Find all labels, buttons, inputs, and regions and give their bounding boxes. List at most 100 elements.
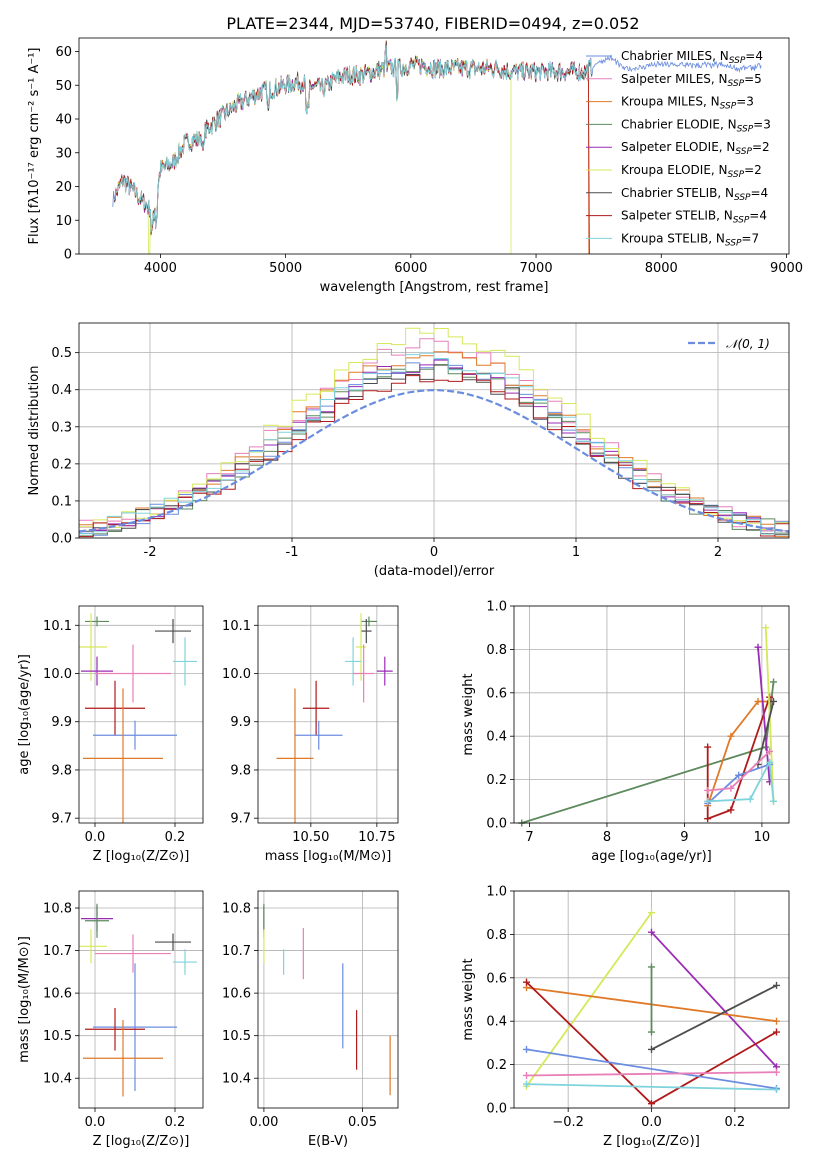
weight-marker [735,771,743,779]
x-tick-label: 9000 [770,261,803,276]
errorbar-kroupa-miles [83,688,163,823]
y-tick-label: 0.1 [51,494,72,509]
weight-line-chabrier-elodie [521,681,775,824]
legend-entry: Kroupa ELODIE, NSSP=2 [621,163,762,180]
x-axis-label: mass [log₁₀(M/M⊙)] [265,849,392,864]
weight-marker [523,978,530,986]
y-tick-label: 0.8 [486,643,507,658]
y-tick-label: 10.5 [43,1029,72,1044]
age-vs-mass-panel: 10.50 10.75 9.7 9.8 9.9 10.0 10.1 mass [log₁₀(M… [222,605,399,864]
weight-marker [704,815,712,823]
x-tick-label: 6000 [394,261,427,276]
y-tick-label: 10.4 [43,1072,72,1087]
x-tick-label: 4000 [144,261,177,276]
y-tick-label: 10.0 [222,667,251,682]
weight-line-salpeter-stelib [706,696,771,820]
weight-marker [773,1028,780,1036]
mass-weight-vs-Z-marks [523,909,780,1108]
figure-title: PLATE=2344, MJD=53740, FIBERID=0494, z=0… [226,14,639,33]
errorbar-chabrier-stelib [361,619,372,644]
axes-frame [257,890,399,1109]
histogram-kroupa-stelib [79,352,789,538]
x-tick-label: 0.05 [348,1115,377,1130]
x-tick-label: 7 [525,830,533,845]
y-tick-label: 0.0 [51,532,72,547]
weight-marker [770,697,778,705]
weight-marker [523,1045,530,1053]
spectrum-marks [112,40,762,254]
x-tick-label: 0.0 [85,1115,106,1130]
y-tick-label: 0.8 [486,928,507,943]
x-tick-label: 2 [714,545,722,560]
axes-frame [513,890,790,1109]
x-tick-label: 10.50 [292,830,329,845]
y-tick-label: 50 [55,79,72,94]
y-tick-label: 9.9 [230,715,251,730]
weight-marker [704,797,712,805]
x-axis-label: Z [log₁₀(Z/Z⊙)] [93,849,190,864]
x-tick-label: 1 [572,545,580,560]
y-tick-label: 0.2 [51,457,72,472]
spectrum-panel: 4000 5000 6000 7000 8000 9000 0 10 20 30 40 50 60 wav… [27,37,803,295]
y-tick-label: 10.8 [43,902,72,917]
y-tick-label: 0.2 [486,1058,507,1073]
y-tick-label: 0.6 [486,971,507,986]
errorbar-chabrier-miles [93,963,177,1091]
y-tick-label: 1.0 [486,600,507,615]
y-tick-label: 0.0 [486,817,507,832]
errorbar-salpeter-elodie [81,656,113,686]
weight-line-salpeter-elodie [650,931,778,1068]
y-tick-label: 10.0 [43,667,72,682]
y-tick-label: 1.0 [486,885,507,900]
x-axis-label: (data-model)/error [374,564,495,579]
legend-entry: Chabrier MILES, NSSP=4 [621,49,763,66]
weight-marker [648,1045,655,1053]
errorbar-salpeter-stelib [85,1008,145,1051]
legend-entry: Salpeter MILES, NSSP=5 [621,72,762,89]
x-axis-label: Z [log₁₀(Z/Z⊙)] [93,1134,190,1149]
weight-marker [523,1071,530,1079]
residuals-panel: -2 -1 0 1 2 0.0 0.1 0.2 0.3 0.4 0.5 (data-model)/er… [27,322,790,579]
y-tick-label: 0.0 [486,1102,507,1117]
legend-entry: Kroupa STELIB, NSSP=7 [621,231,759,248]
y-tick-label: 0.4 [486,730,507,745]
errorbar-kroupa-stelib [345,637,362,686]
legend-entry: Salpeter STELIB, NSSP=4 [621,209,767,226]
x-tick-label: 0.2 [165,830,186,845]
gaussian-curve [79,388,789,533]
weight-line-kroupa-stelib [707,759,775,803]
y-tick-label: 0.4 [486,1015,507,1030]
spectrum-legend: Chabrier MILES, NSSP=4 Salpeter MILES, NS… [586,49,771,248]
y-tick-label: 0.6 [486,686,507,701]
x-tick-label: 0.2 [165,1115,186,1130]
axes-frame [78,890,204,1109]
axes-frame [78,605,204,824]
y-tick-label: 40 [55,113,72,128]
y-tick-label: 10.6 [43,987,72,1002]
axes-frame [78,37,790,255]
panels-group: 4000 5000 6000 7000 8000 90000102030405060wav… [17,37,803,1149]
age-vs-mass-marks [276,613,393,823]
errorbar-salpeter-elodie [376,656,393,686]
weight-marker [648,928,655,936]
legend-entry: Kroupa MILES, NSSP=3 [621,95,754,112]
y-tick-label: 0.2 [486,773,507,788]
y-tick-label: 9.8 [51,763,72,778]
weight-marker [773,1086,780,1094]
y-tick-label: 0 [64,248,72,263]
errorbar-kroupa-elodie [79,929,107,964]
y-tick-label: 9.7 [51,812,72,827]
weight-marker [648,963,655,971]
x-tick-label: 10 [754,830,771,845]
axes-frame [513,605,790,824]
y-tick-label: 0.4 [51,383,72,398]
axes-frame [78,322,790,539]
weight-line-kroupa-stelib [526,1083,777,1091]
weight-line-chabrier-stelib [757,701,775,765]
x-axis-label: wavelength [Angstrom, rest frame] [320,280,549,295]
x-tick-label: 8000 [645,261,678,276]
x-tick-label: 0.2 [724,1115,745,1130]
weight-marker [648,1100,655,1108]
weight-marker [648,1028,655,1036]
weight-marker [704,743,712,751]
